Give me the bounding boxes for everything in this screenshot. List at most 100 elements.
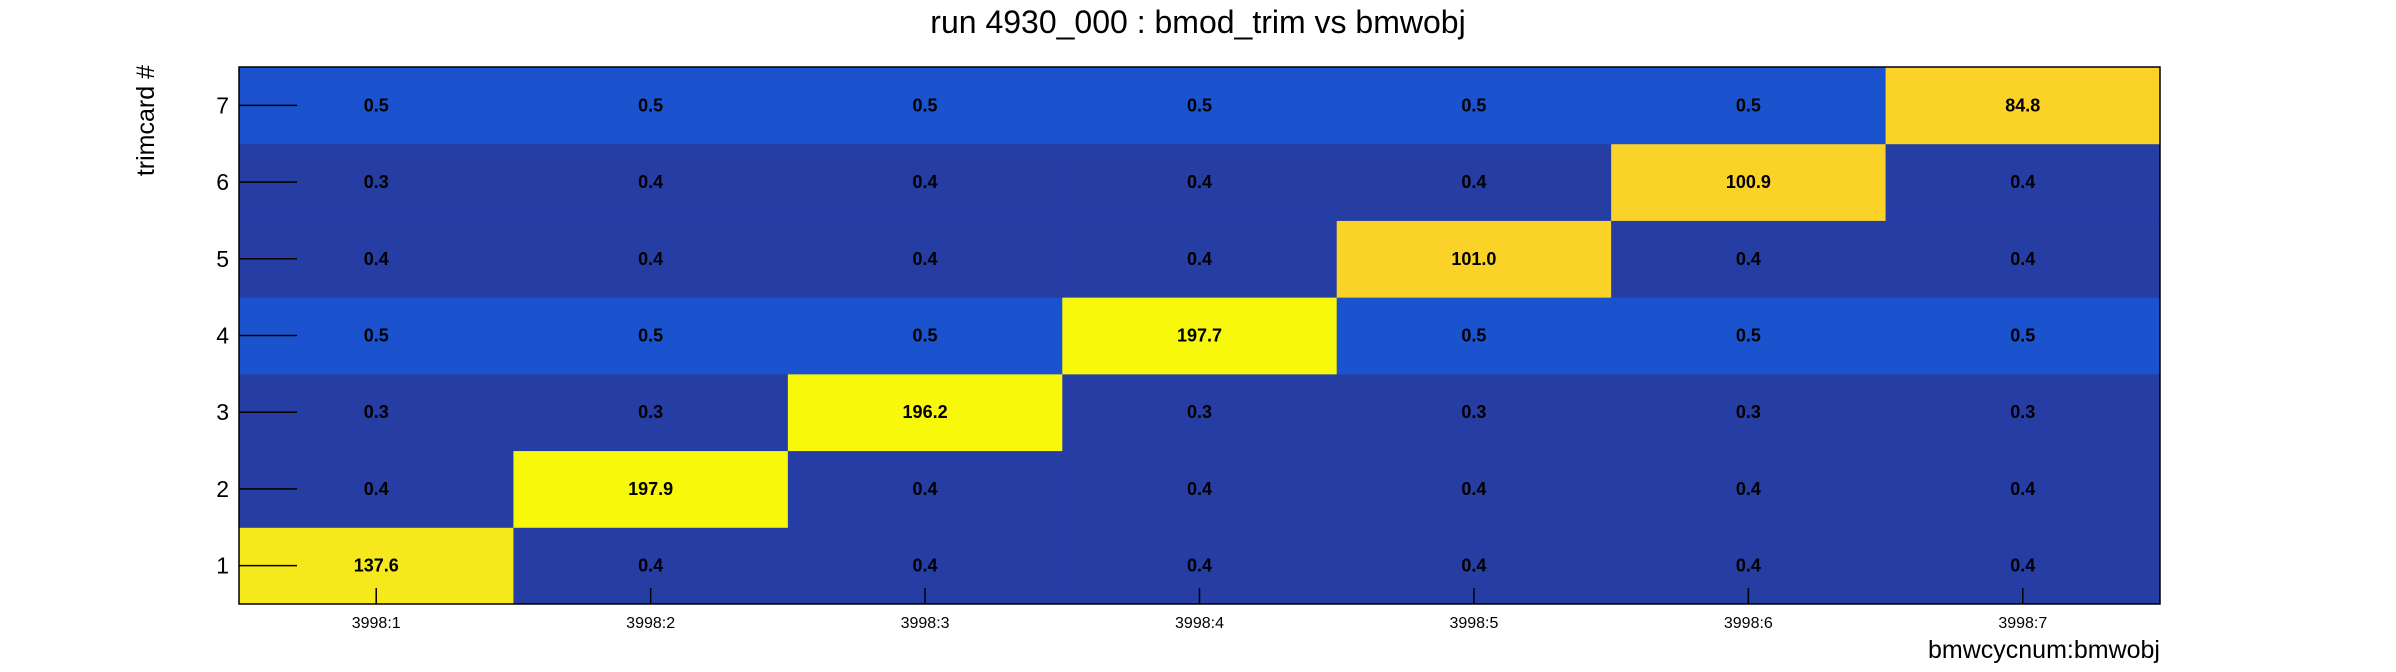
cell-value-label: 0.4 <box>2010 556 2035 576</box>
cell-value-label: 0.5 <box>913 326 938 346</box>
y-tick-label: 3 <box>216 399 229 425</box>
y-tick-label: 1 <box>216 553 229 579</box>
y-axis-title: trimcard # <box>132 65 160 176</box>
x-tick-label: 3998:6 <box>1724 615 1773 632</box>
y-tick-label: 6 <box>216 169 229 195</box>
heatmap-cell <box>1611 373 1887 452</box>
y-axis: 1 2 3 4 5 6 7 <box>216 92 297 579</box>
cell-value-label: 0.5 <box>364 95 389 115</box>
cell-value-label: 0.4 <box>1461 479 1486 499</box>
cell-value-label: 0.4 <box>1461 556 1486 576</box>
cell-value-label: 0.4 <box>2010 249 2035 269</box>
heatmap-cell <box>1336 450 1612 528</box>
x-axis: 3998:1 3998:2 3998:3 3998:4 3998:5 3998:6 3998… <box>352 588 2047 632</box>
heatmap-cell <box>787 67 1063 145</box>
cell-value-label: 0.3 <box>1736 402 1761 422</box>
heatmap-cell <box>1062 220 1338 298</box>
cell-value-label: 197.7 <box>1177 326 1222 346</box>
x-tick-label: 3998:4 <box>1175 615 1224 632</box>
cell-value-label: 0.3 <box>1461 402 1486 422</box>
cell-value-label: 0.4 <box>1736 249 1761 269</box>
heatmap-cell <box>1611 450 1887 528</box>
cell-value-label: 101.0 <box>1451 249 1496 269</box>
cell-value-label: 0.5 <box>1736 95 1761 115</box>
heatmap-cell <box>513 373 789 452</box>
cell-value-label: 0.5 <box>1461 326 1486 346</box>
cell-value-label: 0.4 <box>2010 172 2035 192</box>
chart-title: run 4930_000 : bmod_trim vs bmwobj <box>930 4 1465 40</box>
cell-value-label: 137.6 <box>354 556 399 576</box>
heatmap-cell <box>513 220 789 298</box>
cell-value-label: 0.4 <box>913 249 938 269</box>
heatmap-cell <box>1885 373 2161 452</box>
cell-value-label: 0.5 <box>1187 95 1212 115</box>
heatmap-cell <box>1885 143 2161 221</box>
y-tick-label: 4 <box>216 323 229 349</box>
heatmap-cell <box>513 297 789 375</box>
cell-value-label: 0.4 <box>913 479 938 499</box>
cell-value-label: 0.4 <box>1187 172 1212 192</box>
cell-value-label: 0.3 <box>364 402 389 422</box>
heatmap-cell <box>1062 373 1338 452</box>
cell-value-label: 0.4 <box>638 249 663 269</box>
x-tick-label: 3998:1 <box>352 615 401 632</box>
heatmap-cell <box>787 373 1063 452</box>
heatmap-cell <box>1336 143 1612 221</box>
heatmap-cell <box>1885 220 2161 298</box>
heatmap-cell <box>1611 143 1887 221</box>
cell-value-label: 0.4 <box>913 172 938 192</box>
cell-value-label: 0.5 <box>638 326 663 346</box>
heatmap-cell <box>787 143 1063 221</box>
heatmap-cell <box>1336 220 1612 298</box>
heatmap-cell <box>1062 143 1338 221</box>
heatmap-cell <box>1885 67 2161 145</box>
cell-value-label: 0.5 <box>364 326 389 346</box>
cell-value-label: 0.4 <box>1461 172 1486 192</box>
heatmap-cell <box>1611 220 1887 298</box>
x-tick-label: 3998:7 <box>1998 615 2047 632</box>
cell-value-label: 0.3 <box>638 402 663 422</box>
cell-value-label: 84.8 <box>2005 95 2040 115</box>
cell-value-label: 197.9 <box>628 479 673 499</box>
heatmap-cell <box>513 450 789 528</box>
cell-value-label: 0.4 <box>1187 479 1212 499</box>
heatmap-cell <box>787 297 1063 375</box>
x-tick-label: 3998:2 <box>626 615 675 632</box>
y-tick-label: 5 <box>216 246 229 272</box>
cell-value-label: 0.4 <box>1736 556 1761 576</box>
y-tick-label: 7 <box>216 92 229 118</box>
heatmap-cell <box>1336 297 1612 375</box>
cell-value-label: 0.4 <box>364 479 389 499</box>
cell-value-label: 100.9 <box>1726 172 1771 192</box>
heatmap-cell <box>1611 67 1887 145</box>
heatmap-cell <box>1885 297 2161 375</box>
cell-value-label: 0.4 <box>1736 479 1761 499</box>
heatmap-cell <box>1062 450 1338 528</box>
y-tick-label: 2 <box>216 476 229 502</box>
cell-value-label: 0.4 <box>1187 249 1212 269</box>
x-tick-label: 3998:3 <box>901 615 950 632</box>
cell-value-label: 0.5 <box>638 95 663 115</box>
cell-value-label: 0.5 <box>1736 326 1761 346</box>
heatmap-cell <box>513 143 789 221</box>
heatmap-cells <box>239 67 2161 605</box>
heatmap-cell <box>1336 67 1612 145</box>
x-axis-title: bmwcycnum:bmwobj <box>1928 636 2160 664</box>
heatmap-cell <box>1336 373 1612 452</box>
cell-value-label: 0.4 <box>1187 556 1212 576</box>
cell-value-label: 0.4 <box>913 556 938 576</box>
heatmap-cell <box>1885 450 2161 528</box>
cell-value-label: 0.4 <box>364 249 389 269</box>
cell-value-label: 0.3 <box>1187 402 1212 422</box>
cell-value-label: 0.5 <box>913 95 938 115</box>
cell-value-label: 196.2 <box>903 402 948 422</box>
cell-labels: 137.6 0.4 0.4 0.4 0.4 0.4 0.4 0.4 197.9 0.4 0.4 0.4… <box>354 95 2041 575</box>
cell-value-label: 0.5 <box>1461 95 1486 115</box>
cell-value-label: 0.4 <box>638 556 663 576</box>
heatmap-cell <box>513 67 789 145</box>
heatmap-cell <box>1611 297 1887 375</box>
x-tick-label: 3998:5 <box>1449 615 1498 632</box>
cell-value-label: 0.3 <box>2010 402 2035 422</box>
heatmap-cell <box>787 220 1063 298</box>
